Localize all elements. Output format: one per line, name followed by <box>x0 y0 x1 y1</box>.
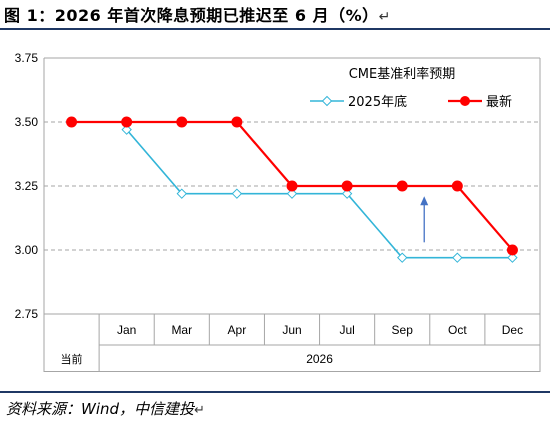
series-1-point-1 <box>121 116 133 128</box>
legend-item-0: 2025年底 <box>310 94 407 110</box>
source-note: 资料来源：Wind，中信建投↵ <box>6 398 205 419</box>
chart-title: CME基准利率预期 <box>349 66 456 82</box>
x-tick-sep: Sep <box>392 323 414 337</box>
legend-item-1: 最新 <box>448 94 512 110</box>
series-0-point-0 <box>121 124 132 135</box>
legend-label-0: 2025年底 <box>348 94 407 110</box>
series-1-point-6 <box>396 180 408 192</box>
figure-title: 图 1：2026 年首次降息预期已推迟至 6 月（%）↵ <box>4 2 391 26</box>
series-0-point-7 <box>507 252 518 263</box>
series-1-point-0 <box>66 116 78 128</box>
annotation-arrow-up <box>420 196 429 243</box>
bottom-rule <box>0 391 550 393</box>
x-tick-oct: Oct <box>448 323 467 337</box>
legend-swatch-marker-1 <box>460 96 470 106</box>
series-0-point-2 <box>231 188 243 199</box>
x-tick-jul: Jul <box>339 323 354 337</box>
series-1-point-4 <box>286 180 298 192</box>
category-table: 当前 Jan Mar Apr Jun Jul Sep Oct Dec 2026 <box>43 314 541 372</box>
x-tick-item: 当前 <box>61 352 83 366</box>
series-0 <box>121 124 518 263</box>
y-tick-3-75: 3.75 <box>15 51 39 65</box>
y-tick-3-25: 3.25 <box>15 179 39 193</box>
series-1-point-8 <box>506 244 518 256</box>
y-tick-3-00: 3.00 <box>15 243 39 257</box>
x-tick-jun: Jun <box>282 323 301 337</box>
y-axis-ticks: 3.75 3.50 3.25 3.00 2.75 <box>15 51 39 321</box>
annotation-layer <box>420 196 429 243</box>
series-0-point-5 <box>397 252 408 263</box>
series-line-0 <box>126 129 513 259</box>
annotation-arrow-head <box>420 196 429 206</box>
figure-title-text: 图 1：2026 年首次降息预期已推迟至 6 月（%） <box>4 6 379 25</box>
x-group-label-year: 2026 <box>306 352 333 366</box>
series-1-point-5 <box>341 180 353 192</box>
series-1-point-3 <box>231 116 243 128</box>
series-0-point-4 <box>341 188 353 199</box>
series-1 <box>66 116 518 256</box>
x-tick-mar: Mar <box>171 323 192 337</box>
series-0-point-1 <box>176 188 187 199</box>
return-mark-icon: ↵ <box>194 403 205 418</box>
legend-label-1: 最新 <box>486 94 512 110</box>
legend: 2025年底 最新 <box>310 94 512 110</box>
top-rule <box>0 28 550 30</box>
x-tick-jan: Jan <box>117 323 136 337</box>
return-mark-icon: ↵ <box>378 9 391 25</box>
series-layer <box>66 116 518 263</box>
y-tick-2-75: 2.75 <box>15 307 39 321</box>
source-text: 资料来源：Wind，中信建投 <box>6 400 195 418</box>
y-tick-3-50: 3.50 <box>15 115 39 129</box>
series-1-point-2 <box>176 116 188 128</box>
series-0-point-3 <box>286 188 298 199</box>
x-tick-apr: Apr <box>228 323 247 337</box>
rate-expectation-chart: 3.75 3.50 3.25 3.00 2.75 当前 Jan Mar Apr Jun Jul Se… <box>15 51 541 372</box>
x-tick-dec: Dec <box>502 323 523 337</box>
legend-swatch-marker-0 <box>321 95 333 107</box>
series-1-point-7 <box>451 180 463 192</box>
series-0-point-6 <box>452 252 463 263</box>
